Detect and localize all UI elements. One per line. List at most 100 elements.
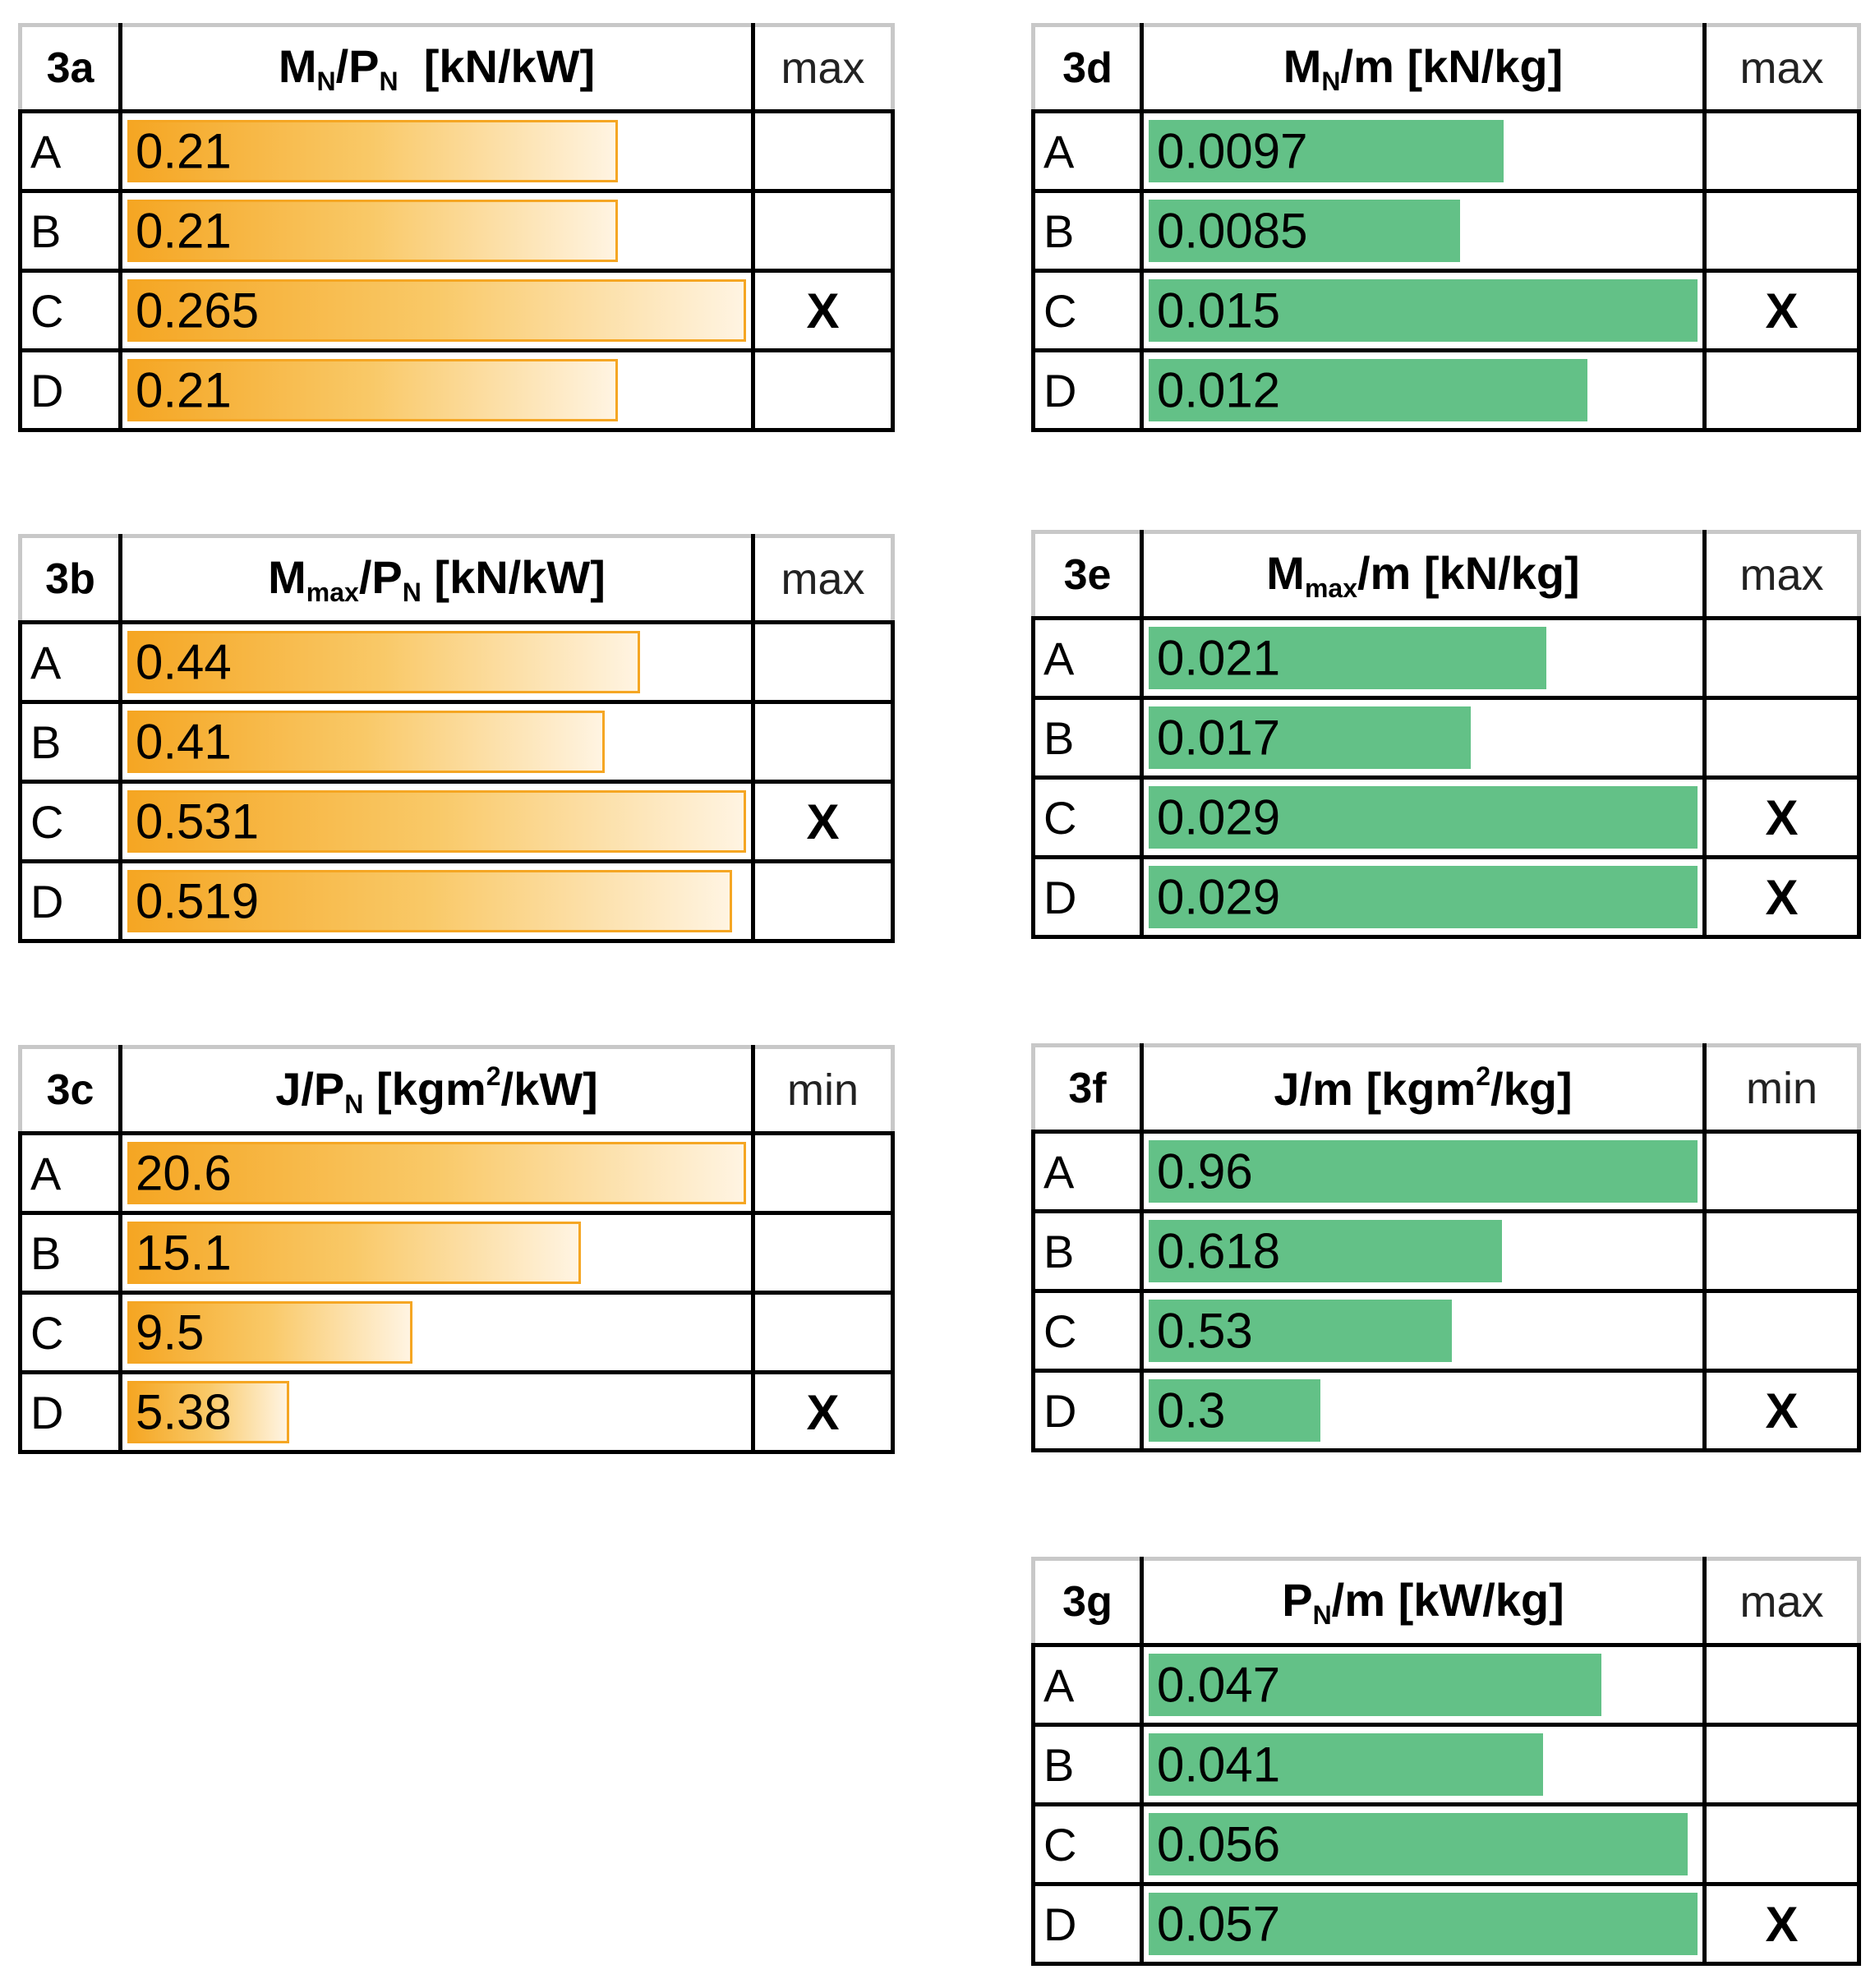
chart-title: Mmax/PN [kN/kW]	[118, 534, 755, 624]
chart-title: J/m [kgm2/kg]	[1140, 1043, 1707, 1134]
category-label: D	[18, 348, 122, 432]
title-superscript: 2	[1476, 1061, 1491, 1091]
title-text: [kN/kW]	[398, 40, 596, 92]
selection-mark	[751, 859, 895, 943]
data-bar	[127, 790, 746, 853]
chart-id: 3g	[1031, 1557, 1144, 1647]
table-row: B 0.21	[18, 189, 895, 273]
table-row: A 0.96	[1031, 1130, 1861, 1213]
category-label: C	[18, 1291, 122, 1374]
title-text: /m [kW/kg]	[1331, 1574, 1564, 1626]
selection-mark	[1702, 1723, 1861, 1806]
bar-cell: 0.44	[118, 620, 755, 704]
data-label: 0.531	[136, 794, 260, 849]
category-label: D	[1031, 855, 1144, 939]
chart-title: MN/PN [kN/kW]	[118, 23, 755, 113]
selection-mark: X	[1702, 1369, 1861, 1452]
category-label: D	[1031, 348, 1144, 432]
bar-cell: 0.0085	[1140, 189, 1707, 273]
title-text: J/P	[275, 1062, 345, 1115]
table-row: D 0.012	[1031, 348, 1861, 432]
selection-mark	[1702, 616, 1861, 700]
table-row: D 0.057 X	[1031, 1882, 1861, 1966]
title-subscript: N	[1321, 67, 1341, 96]
category-label: B	[1031, 1723, 1144, 1806]
criterion-label: max	[751, 23, 895, 113]
bar-cell: 0.618	[1140, 1209, 1707, 1293]
header-row: 3d MN/m [kN/kg] max	[1031, 23, 1861, 113]
title-text: [kN/kW]	[421, 551, 606, 603]
title-subscript: N	[379, 67, 398, 96]
table-row: C 0.265 X	[18, 269, 895, 352]
data-bar	[1149, 1813, 1688, 1875]
title-subscript: N	[344, 1088, 364, 1119]
header-row: 3c J/PN [kgm2/kW] min	[18, 1045, 895, 1135]
data-bar	[127, 120, 618, 182]
chart-table-3d: 3d MN/m [kN/kg] max A 0.0097 B 0.0085 C 0.015 X D 0…	[1031, 23, 1861, 432]
bar-cell: 0.53	[1140, 1289, 1707, 1373]
bar-cell: 0.519	[118, 859, 755, 943]
data-bar	[1149, 1140, 1698, 1203]
bar-cell: 9.5	[118, 1291, 755, 1374]
data-bar	[1149, 627, 1546, 689]
data-label: 0.029	[1157, 789, 1281, 845]
category-label: B	[1031, 189, 1144, 273]
table-row: B 0.0085	[1031, 189, 1861, 273]
category-label: C	[1031, 775, 1144, 859]
data-bar	[127, 631, 640, 693]
category-label: A	[1031, 1130, 1144, 1213]
chart-table-3a: 3a MN/PN [kN/kW] max A 0.21 B 0.21 C 0.265 X D 0.21	[18, 23, 895, 432]
selection-mark	[1702, 1643, 1861, 1727]
header-row: 3g PN/m [kW/kg] max	[1031, 1557, 1861, 1647]
bar-cell: 0.21	[118, 348, 755, 432]
chart-table-3e: 3e Mmax/m [kN/kg] max A 0.021 B 0.017 C 0.029 X D 0…	[1031, 530, 1861, 939]
title-text: /kg]	[1490, 1063, 1573, 1115]
category-label: D	[18, 859, 122, 943]
title-text: /P	[358, 551, 403, 603]
bar-cell: 0.265	[118, 269, 755, 352]
bar-cell: 0.029	[1140, 775, 1707, 859]
selection-mark	[751, 1131, 895, 1215]
category-label: B	[1031, 696, 1144, 780]
data-label: 0.0085	[1157, 203, 1308, 259]
selection-mark: X	[751, 780, 895, 863]
table-row: D 0.3 X	[1031, 1369, 1861, 1452]
bar-cell: 0.41	[118, 700, 755, 784]
data-bar	[1149, 359, 1587, 421]
data-label: 0.21	[136, 123, 232, 179]
category-label: A	[1031, 109, 1144, 193]
data-bar	[1149, 786, 1698, 849]
data-bar	[127, 1381, 289, 1443]
title-subscript: N	[402, 578, 422, 607]
selection-mark	[1702, 109, 1861, 193]
bar-cell: 0.041	[1140, 1723, 1707, 1806]
data-label: 0.44	[136, 634, 232, 690]
data-label: 0.21	[136, 362, 232, 418]
criterion-label: max	[1702, 23, 1861, 113]
selection-mark	[751, 1291, 895, 1374]
data-label: 0.519	[136, 873, 260, 929]
selection-mark	[1702, 348, 1861, 432]
data-label: 0.618	[1157, 1223, 1281, 1279]
data-label: 0.0097	[1157, 123, 1308, 179]
bar-cell: 0.047	[1140, 1643, 1707, 1727]
table-row: A 0.44	[18, 620, 895, 704]
chart-table-3g: 3g PN/m [kW/kg] max A 0.047 B 0.041 C 0.056 D 0.05…	[1031, 1557, 1861, 1966]
title-subscript: N	[316, 67, 336, 96]
table-row: A 0.21	[18, 109, 895, 193]
data-bar	[127, 870, 732, 932]
criterion-label: max	[751, 534, 895, 624]
bar-cell: 0.056	[1140, 1802, 1707, 1886]
bar-cell: 15.1	[118, 1211, 755, 1295]
data-bar	[127, 1222, 581, 1284]
chart-title: Mmax/m [kN/kg]	[1140, 530, 1707, 620]
chart-id: 3e	[1031, 530, 1144, 620]
category-label: A	[18, 109, 122, 193]
title-text: /kW]	[500, 1062, 598, 1115]
data-bar	[1149, 1893, 1698, 1955]
bar-cell: 5.38	[118, 1370, 755, 1454]
data-bar	[1149, 120, 1504, 182]
bar-cell: 0.21	[118, 109, 755, 193]
title-text: /m [kN/kg]	[1357, 547, 1580, 599]
data-bar	[1149, 1733, 1543, 1796]
